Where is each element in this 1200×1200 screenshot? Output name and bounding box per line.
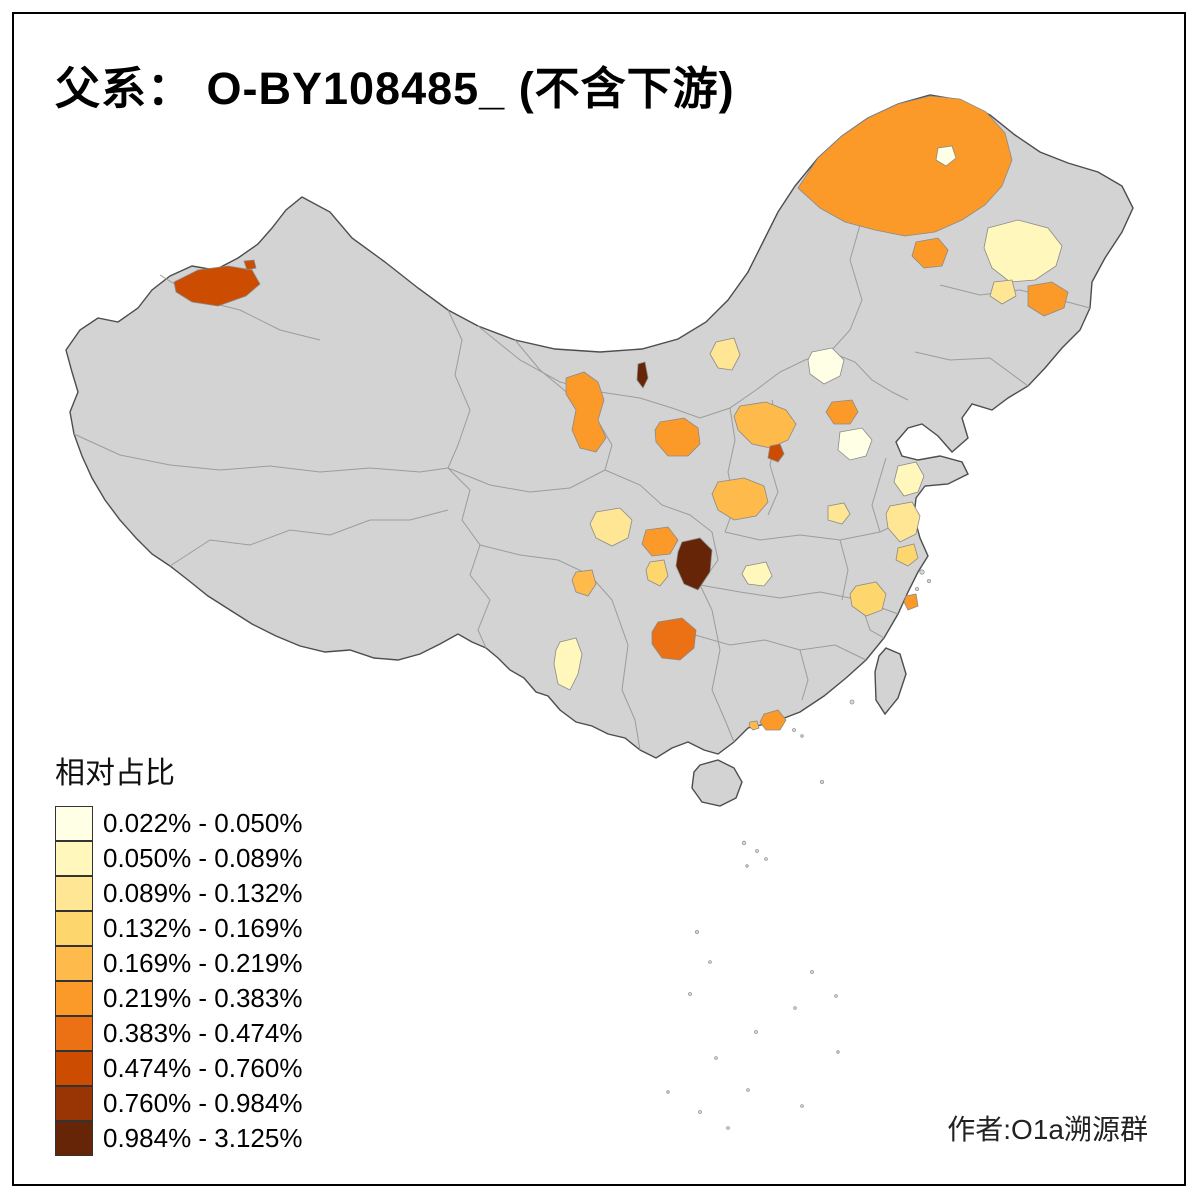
map-region [767, 443, 785, 463]
map-region [571, 569, 597, 597]
map-region [1027, 281, 1069, 317]
map-region [827, 502, 851, 525]
legend-swatch [55, 911, 93, 946]
legend-swatch-rect [55, 841, 93, 876]
map-region [565, 371, 607, 453]
map-region [654, 417, 701, 457]
legend-swatch [55, 876, 93, 911]
legend-swatch-rect [55, 876, 93, 911]
legend-label: 0.169% - 0.219% [103, 948, 303, 978]
map-region [709, 337, 741, 371]
legend-row: 0.984% - 3.125% [55, 1121, 302, 1156]
legend-row: 0.383% - 0.474% [55, 1016, 302, 1051]
legend-swatch-rect [55, 1051, 93, 1086]
map-region [885, 501, 921, 543]
legend-swatch-rect [55, 1016, 93, 1051]
legend-row: 0.089% - 0.132% [55, 876, 302, 911]
map-region [825, 399, 859, 425]
map-region [895, 543, 919, 567]
map-region [641, 526, 679, 557]
legend-label: 0.050% - 0.089% [103, 843, 303, 873]
small-islands [666, 569, 932, 1130]
legend-label: 0.760% - 0.984% [103, 1088, 303, 1118]
legend-swatch-rect [55, 911, 93, 946]
map-region [935, 145, 957, 167]
legend-swatch [55, 1086, 93, 1121]
map-region [983, 219, 1063, 283]
map-region [893, 461, 925, 497]
map-region [651, 617, 697, 661]
map-region [741, 561, 773, 587]
legend: 相对占比 0.022% - 0.050% 0.050% - 0.089% 0.0… [55, 748, 302, 1156]
legend-label: 0.984% - 3.125% [103, 1123, 303, 1153]
legend-label: 0.219% - 0.383% [103, 983, 303, 1013]
legend-swatch-rect [55, 1086, 93, 1121]
hainan-island [691, 759, 743, 807]
map-region [797, 95, 1013, 237]
legend-swatch-rect [55, 1121, 93, 1156]
map-region [989, 279, 1017, 305]
map-region [589, 507, 633, 547]
map-region [759, 709, 787, 731]
legend-row: 0.474% - 0.760% [55, 1051, 302, 1086]
legend-swatch [55, 806, 93, 841]
map-region [849, 581, 887, 617]
legend-label: 0.022% - 0.050% [103, 808, 303, 838]
legend-label: 0.383% - 0.474% [103, 1018, 303, 1048]
map-region [243, 259, 257, 271]
legend-row: 0.132% - 0.169% [55, 911, 302, 946]
legend-row: 0.219% - 0.383% [55, 981, 302, 1016]
map-region [911, 237, 949, 269]
legend-swatch-rect [55, 981, 93, 1016]
legend-swatch [55, 841, 93, 876]
legend-swatch [55, 1051, 93, 1086]
legend-swatch-rect [55, 946, 93, 981]
map-region [711, 477, 769, 521]
legend-label: 0.132% - 0.169% [103, 913, 303, 943]
legend-label: 0.089% - 0.132% [103, 878, 303, 908]
legend-row: 0.050% - 0.089% [55, 841, 302, 876]
legend-swatch [55, 1016, 93, 1051]
legend-swatch [55, 1121, 93, 1156]
page-title: 父系： O-BY108485_ (不含下游) [55, 63, 735, 114]
legend-swatch [55, 981, 93, 1016]
map-region [675, 537, 713, 591]
map-region [748, 720, 760, 731]
map-region [636, 361, 649, 389]
attribution: 作者:O1a溯源群 [947, 1114, 1148, 1145]
map-region [553, 637, 583, 691]
legend-label: 0.474% - 0.760% [103, 1053, 303, 1083]
legend-row: 0.169% - 0.219% [55, 946, 302, 981]
map-region [173, 265, 261, 307]
legend-row: 0.760% - 0.984% [55, 1086, 302, 1121]
map-region [645, 559, 669, 587]
taiwan-island [874, 647, 907, 716]
legend-title: 相对占比 [55, 757, 175, 790]
map-region [837, 427, 873, 461]
legend-row: 0.022% - 0.050% [55, 806, 302, 841]
choropleth-regions [173, 95, 1069, 731]
map-region [903, 593, 919, 611]
map-region [807, 347, 845, 385]
legend-swatch [55, 946, 93, 981]
legend-swatch-rect [55, 806, 93, 841]
